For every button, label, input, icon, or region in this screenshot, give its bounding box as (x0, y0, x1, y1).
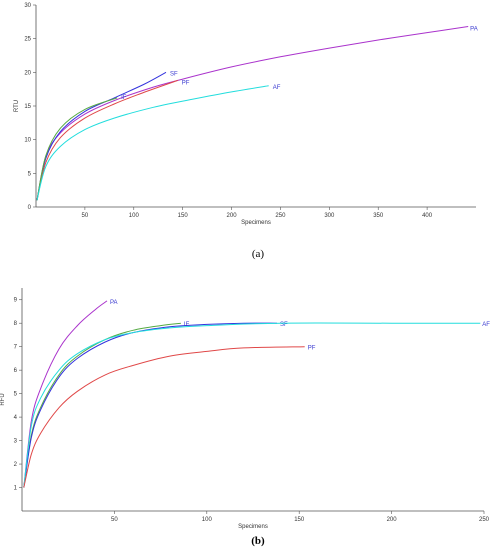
series-line-sf (23, 322, 278, 488)
x-tick-label: 50 (82, 213, 89, 219)
x-tick-label: 300 (324, 213, 335, 219)
y-tick-label: 5 (14, 392, 18, 398)
series-line-sf (36, 71, 167, 201)
series-line-if (23, 322, 181, 488)
y-axis-label: RFU (0, 393, 6, 405)
series-line-af (23, 322, 481, 488)
x-tick-label: 200 (387, 517, 398, 523)
series-line-pf (36, 79, 178, 201)
series-line-pa (23, 300, 108, 488)
y-tick-label: 30 (24, 3, 31, 9)
y-tick-label: 7 (14, 345, 18, 351)
y-tick-label: 20 (24, 70, 31, 76)
y-tick-label: 25 (24, 37, 31, 43)
y-tick-label: 15 (24, 104, 31, 110)
series-label-pa: PA (110, 300, 118, 306)
y-axis-label: RTU (14, 100, 20, 112)
x-axis-label: Specimens (238, 524, 268, 530)
panel-label-b: (b) (251, 535, 265, 547)
x-tick-label: 400 (422, 213, 433, 219)
series-line-if (36, 97, 118, 201)
y-tick-label: 0 (28, 205, 32, 211)
x-tick-label: 350 (373, 213, 384, 219)
panel-label-a: (a) (252, 248, 265, 260)
y-tick-label: 9 (14, 298, 18, 304)
y-tick-label: 5 (28, 171, 32, 177)
x-tick-label: 50 (111, 517, 118, 523)
x-tick-label: 250 (479, 517, 490, 523)
series-line-pf (23, 346, 305, 488)
x-tick-label: 100 (129, 213, 140, 219)
x-tick-label: 100 (202, 517, 213, 523)
series-label-pf: PF (308, 346, 316, 352)
chart-a: 50 100 150 200 250 300 350 400 0 5 10 15 20 25 30 Speci… (14, 3, 478, 226)
y-tick-label: 2 (14, 462, 18, 468)
series-label-if: IF (121, 95, 127, 101)
series-label-sf: SF (170, 71, 178, 77)
y-tick-label: 6 (14, 368, 18, 374)
y-tick-label: 8 (14, 321, 18, 327)
series-label-sf: SF (280, 322, 288, 328)
x-tick-label: 250 (275, 213, 286, 219)
series-label-af: AF (273, 85, 281, 91)
x-tick-label: 150 (178, 213, 189, 219)
x-tick-label: 200 (227, 213, 238, 219)
y-tick-label: 4 (14, 415, 18, 421)
series-label-pa: PA (470, 27, 478, 33)
y-tick-label: 1 (14, 486, 18, 492)
series-line-af (36, 85, 269, 201)
y-tick-label: 10 (24, 138, 31, 144)
series-line-pa (36, 26, 469, 201)
x-axis-label: Specimens (241, 220, 271, 226)
series-label-pf: PF (182, 80, 190, 86)
x-tick-label: 150 (294, 517, 305, 523)
y-tick-label: 3 (14, 439, 18, 445)
series-label-af: AF (482, 322, 490, 328)
